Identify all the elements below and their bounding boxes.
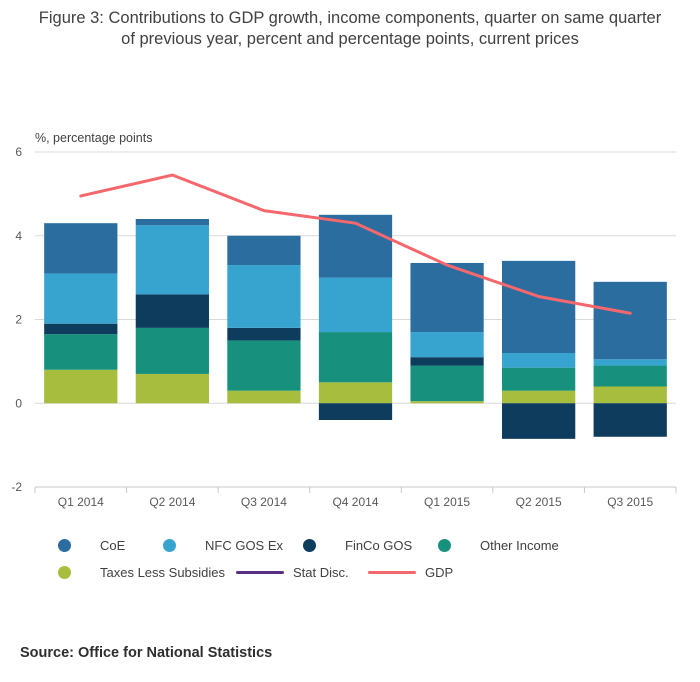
legend-item-finco-gos[interactable]: FinCo GOS xyxy=(303,538,438,553)
bar-segment-other-income xyxy=(227,340,301,391)
y-axis-tick-label: 6 xyxy=(15,145,22,159)
bar-segment-taxes-less-subsidies xyxy=(44,369,118,404)
stat-disc-legend-marker-icon xyxy=(236,571,284,574)
bar-segment-nfc-gos-ex xyxy=(593,359,667,366)
bar-segment-taxes-less-subsidies xyxy=(593,386,667,404)
x-axis-label: Q1 2015 xyxy=(424,495,470,509)
bar-segment-taxes-less-subsidies xyxy=(227,390,301,404)
coe-legend-marker-icon xyxy=(58,539,71,552)
bar-segment-coe xyxy=(593,281,667,360)
x-axis-label: Q2 2014 xyxy=(149,495,195,509)
bar-segment-other-income xyxy=(593,365,667,387)
y-axis-tick-label: 0 xyxy=(15,396,22,410)
legend-label: GDP xyxy=(425,565,454,580)
chart-legend: CoE NFC GOS Ex FinCo GOS Other Income Taxes … xyxy=(58,532,680,586)
bar-segment-nfc-gos-ex xyxy=(135,225,209,295)
y-axis-tick-label: -2 xyxy=(11,480,22,494)
y-axis-tick-label: 4 xyxy=(15,229,22,243)
bar-segment-other-income xyxy=(135,327,209,374)
bar-segment-finco-gos xyxy=(135,294,209,328)
legend-row: Taxes Less Subsidies Stat Disc. GDP xyxy=(58,559,680,586)
bar-segment-coe xyxy=(227,235,301,266)
source-note: Source: Office for National Statistics xyxy=(20,645,273,661)
bar-segment-coe xyxy=(44,223,118,274)
finco-gos-legend-marker-icon xyxy=(303,539,316,552)
bar-segment-coe xyxy=(135,219,209,226)
legend-label: Taxes Less Subsidies xyxy=(100,565,226,580)
bar-segment-other-income xyxy=(44,334,118,370)
gdp-legend-marker-icon xyxy=(368,571,416,574)
nfc-gos-ex-legend-marker-icon xyxy=(163,539,176,552)
bar-segment-nfc-gos-ex xyxy=(227,265,301,328)
legend-item-taxes-less-subsidies[interactable]: Taxes Less Subsidies xyxy=(58,565,236,580)
x-axis-label: Q3 2015 xyxy=(607,495,653,509)
bar-segment-other-income xyxy=(410,365,484,402)
bar-segment-finco-gos xyxy=(502,403,576,439)
legend-label: FinCo GOS xyxy=(345,538,413,553)
bar-segment-finco-gos xyxy=(227,327,301,341)
legend-row: CoE NFC GOS Ex FinCo GOS Other Income xyxy=(58,532,680,559)
bar-segment-coe xyxy=(502,260,576,353)
x-axis-label: Q3 2014 xyxy=(241,495,287,509)
figure-title: Figure 3: Contributions to GDP growth, i… xyxy=(38,9,662,48)
bar-segment-finco-gos xyxy=(44,323,118,335)
legend-label: Other Income xyxy=(480,538,559,553)
bar-segment-taxes-less-subsidies xyxy=(318,382,393,404)
legend-item-stat-disc[interactable]: Stat Disc. xyxy=(236,565,368,580)
legend-label: Stat Disc. xyxy=(293,565,349,580)
bar-segment-taxes-less-subsidies xyxy=(135,373,209,404)
x-axis-label: Q1 2014 xyxy=(58,495,104,509)
other-income-legend-marker-icon xyxy=(438,539,451,552)
bar-segment-taxes-less-subsidies xyxy=(502,390,576,404)
chart-canvas: %, percentage points -2 0 2 4 6 Q1 2014 Q2 2014… xyxy=(11,131,677,509)
legend-item-coe[interactable]: CoE xyxy=(58,538,163,553)
legend-item-nfc-gos-ex[interactable]: NFC GOS Ex xyxy=(163,538,303,553)
x-axis-label: Q4 2014 xyxy=(332,495,378,509)
legend-label: NFC GOS Ex xyxy=(205,538,284,553)
legend-label: CoE xyxy=(100,538,126,553)
bar-segment-other-income xyxy=(502,367,576,391)
bar-segment-nfc-gos-ex xyxy=(502,353,576,368)
bar-segment-finco-gos xyxy=(593,403,667,437)
bar-segment-other-income xyxy=(318,332,393,383)
y-axis-title: %, percentage points xyxy=(35,131,152,145)
bar-segment-finco-gos xyxy=(318,403,393,420)
gdp-line xyxy=(79,173,632,315)
taxes-less-subsidies-legend-marker-icon xyxy=(58,566,71,579)
bar-segment-finco-gos xyxy=(410,357,484,366)
legend-item-gdp[interactable]: GDP xyxy=(368,565,453,580)
bar-segment-nfc-gos-ex xyxy=(410,332,484,358)
bar-segment-coe xyxy=(318,214,393,278)
y-axis-tick-label: 2 xyxy=(15,313,22,327)
x-axis-label: Q2 2015 xyxy=(516,495,562,509)
bar-segment-nfc-gos-ex xyxy=(44,273,118,324)
bar-segment-taxes-less-subsidies xyxy=(410,401,484,404)
legend-item-other-income[interactable]: Other Income xyxy=(438,538,559,553)
bar-segment-nfc-gos-ex xyxy=(318,277,393,333)
